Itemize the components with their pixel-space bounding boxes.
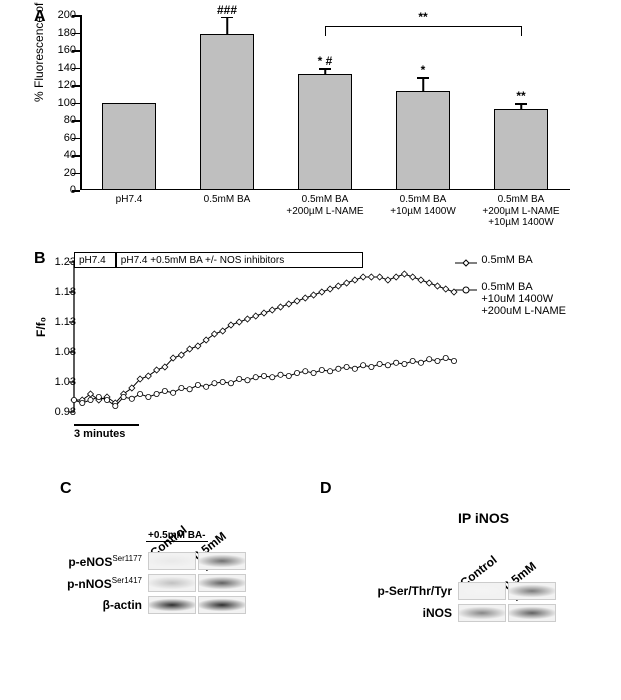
panel-b-yticklabel: 1.03 — [44, 376, 76, 388]
panel-a-bracket — [325, 26, 326, 36]
panel-c-blot: +0.5mM BA- Control0.5mM BA p-eNOSSer1177… — [60, 490, 246, 618]
panel-a-yticklabel: 120 — [58, 79, 76, 91]
panel-b-chart: 0.981.031.081.131.181.23F/f₀ pH7.4pH7.4 … — [50, 252, 570, 447]
blot-label: p-eNOSSer1177 — [60, 554, 142, 569]
panel-a-sig: * — [393, 63, 453, 77]
legend-marker-icon — [455, 254, 477, 271]
panel-a-errorcap — [417, 77, 429, 79]
panel-a-yaxis-title: % Fluorescence of control — [32, 0, 46, 102]
panel-a-yticklabel: 180 — [58, 27, 76, 39]
panel-b-condition-box: pH7.4 — [74, 252, 116, 268]
panel-a-yticklabel: 40 — [64, 149, 76, 161]
panel-a-yaxis — [80, 15, 82, 190]
panel-a-sig: ** — [491, 89, 551, 103]
blot-band — [148, 552, 196, 570]
panel-a-errorbar — [226, 17, 228, 35]
blot-lanes — [458, 604, 556, 622]
panel-b-yticklabel: 1.13 — [44, 316, 76, 328]
blot-label: p-nNOSSer1417 — [60, 576, 142, 591]
panel-a-xticklabel: 0.5mM BA — [175, 194, 279, 206]
panel-b-yaxis-title: F/f₀ — [34, 317, 48, 337]
panel-a-yticklabel: 100 — [58, 97, 76, 109]
panel-a-bar — [494, 109, 548, 190]
blot-band — [508, 582, 556, 600]
panel-a-yticklabel: 160 — [58, 44, 76, 56]
panel-b-legend-item: 0.5mM BA +10uM 1400W +200uM L-NAME — [455, 281, 566, 317]
panel-a-bar — [102, 103, 156, 191]
panel-a-yticklabel: 60 — [64, 132, 76, 144]
panel-a-yticklabel: 80 — [64, 114, 76, 126]
blot-band — [148, 574, 196, 592]
scale-bar — [74, 424, 139, 426]
blot-label: β-actin — [60, 598, 142, 612]
panel-a-bar — [200, 34, 254, 190]
panel-b-plot — [74, 262, 454, 412]
panel-a-errorbar — [422, 77, 424, 91]
panel-a-errorcap — [515, 103, 527, 105]
blot-band — [458, 582, 506, 600]
legend-marker-icon — [455, 281, 477, 298]
blot-band — [198, 552, 246, 570]
panel-a-errorcap — [319, 68, 331, 70]
panel-a-yticklabel: 0 — [70, 184, 76, 196]
panel-a-sig: * # — [295, 54, 355, 68]
panel-a-bar — [396, 91, 450, 190]
panel-b-legend: 0.5mM BA 0.5mM BA +10uM 1400W +200uM L-NA… — [455, 254, 566, 327]
blot-label: p-Ser/Thr/Tyr — [340, 584, 452, 598]
panel-a-yticklabel: 200 — [58, 9, 76, 21]
panel-a-bar — [298, 74, 352, 190]
panel-b-yticklabel: 0.98 — [44, 406, 76, 418]
panel-d-title: IP iNOS — [458, 510, 509, 526]
scale-bar-label: 3 minutes — [74, 428, 125, 440]
blot-band — [198, 574, 246, 592]
panel-a-chart: % Fluorescence of control pH7.4###0.5mM … — [50, 10, 570, 230]
panel-a-xticklabel: 0.5mM BA+200µM L-NAME — [273, 194, 377, 217]
blot-band — [148, 596, 196, 614]
panel-a-bracket — [521, 26, 522, 36]
blot-band — [508, 604, 556, 622]
panel-a-xticklabel: 0.5mM BA+200µM L-NAME+10µM 1400W — [469, 194, 573, 229]
panel-b-yticklabel: 1.18 — [44, 286, 76, 298]
panel-a-bracket-label: ** — [403, 10, 443, 24]
blot-row: p-Ser/Thr/Tyr — [340, 582, 556, 600]
blot-lanes — [148, 574, 246, 592]
blot-row: β-actin — [60, 596, 246, 614]
panel-d-blot: IP iNOS Control0.5mM BA p-Ser/Thr/Tyr iN… — [340, 490, 556, 626]
panel-b-yticklabel: 1.08 — [44, 346, 76, 358]
blot-band — [198, 596, 246, 614]
blot-row: p-nNOSSer1417 — [60, 574, 246, 592]
blot-band — [458, 604, 506, 622]
blot-row: iNOS — [340, 604, 556, 622]
blot-label: iNOS — [340, 606, 452, 620]
panel-b-condition-box: pH7.4 +0.5mM BA +/- NOS inhibitors — [116, 252, 363, 268]
blot-lanes — [148, 596, 246, 614]
panel-a-errorcap — [221, 17, 233, 19]
panel-a-bracket — [325, 26, 521, 27]
panel-a-xticklabel: pH7.4 — [77, 194, 181, 206]
panel-a-xticklabel: 0.5mM BA+10µM 1400W — [371, 194, 475, 217]
panel-b-yticklabel: 1.23 — [44, 256, 76, 268]
panel-b-legend-item: 0.5mM BA — [455, 254, 566, 271]
blot-row: p-eNOSSer1177 — [60, 552, 246, 570]
panel-d-label: D — [320, 480, 332, 498]
panel-a-yticklabel: 140 — [58, 62, 76, 74]
panel-a-yticklabel: 20 — [64, 167, 76, 179]
panel-a-sig: ### — [197, 3, 257, 17]
